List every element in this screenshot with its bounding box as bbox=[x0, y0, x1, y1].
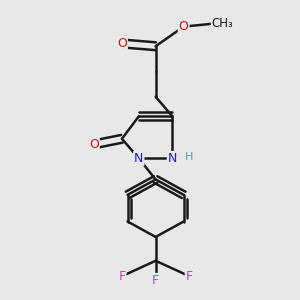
Text: N: N bbox=[168, 152, 177, 165]
Text: CH₃: CH₃ bbox=[212, 17, 233, 30]
Text: F: F bbox=[152, 274, 159, 287]
Text: N: N bbox=[134, 152, 143, 165]
Text: O: O bbox=[89, 138, 99, 151]
Text: H: H bbox=[185, 152, 194, 162]
Text: F: F bbox=[118, 270, 125, 283]
Text: F: F bbox=[186, 270, 193, 283]
Text: O: O bbox=[179, 20, 189, 33]
Text: O: O bbox=[117, 37, 127, 50]
